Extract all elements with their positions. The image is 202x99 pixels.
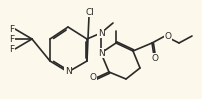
Text: F: F [9,44,15,53]
Text: N: N [65,68,71,77]
Text: O: O [152,53,159,62]
Text: N: N [98,29,104,38]
Text: O: O [89,73,97,82]
Text: F: F [9,34,15,43]
Text: F: F [9,24,15,33]
Text: O: O [164,31,171,40]
Text: N: N [98,49,104,58]
Text: Cl: Cl [86,8,95,17]
